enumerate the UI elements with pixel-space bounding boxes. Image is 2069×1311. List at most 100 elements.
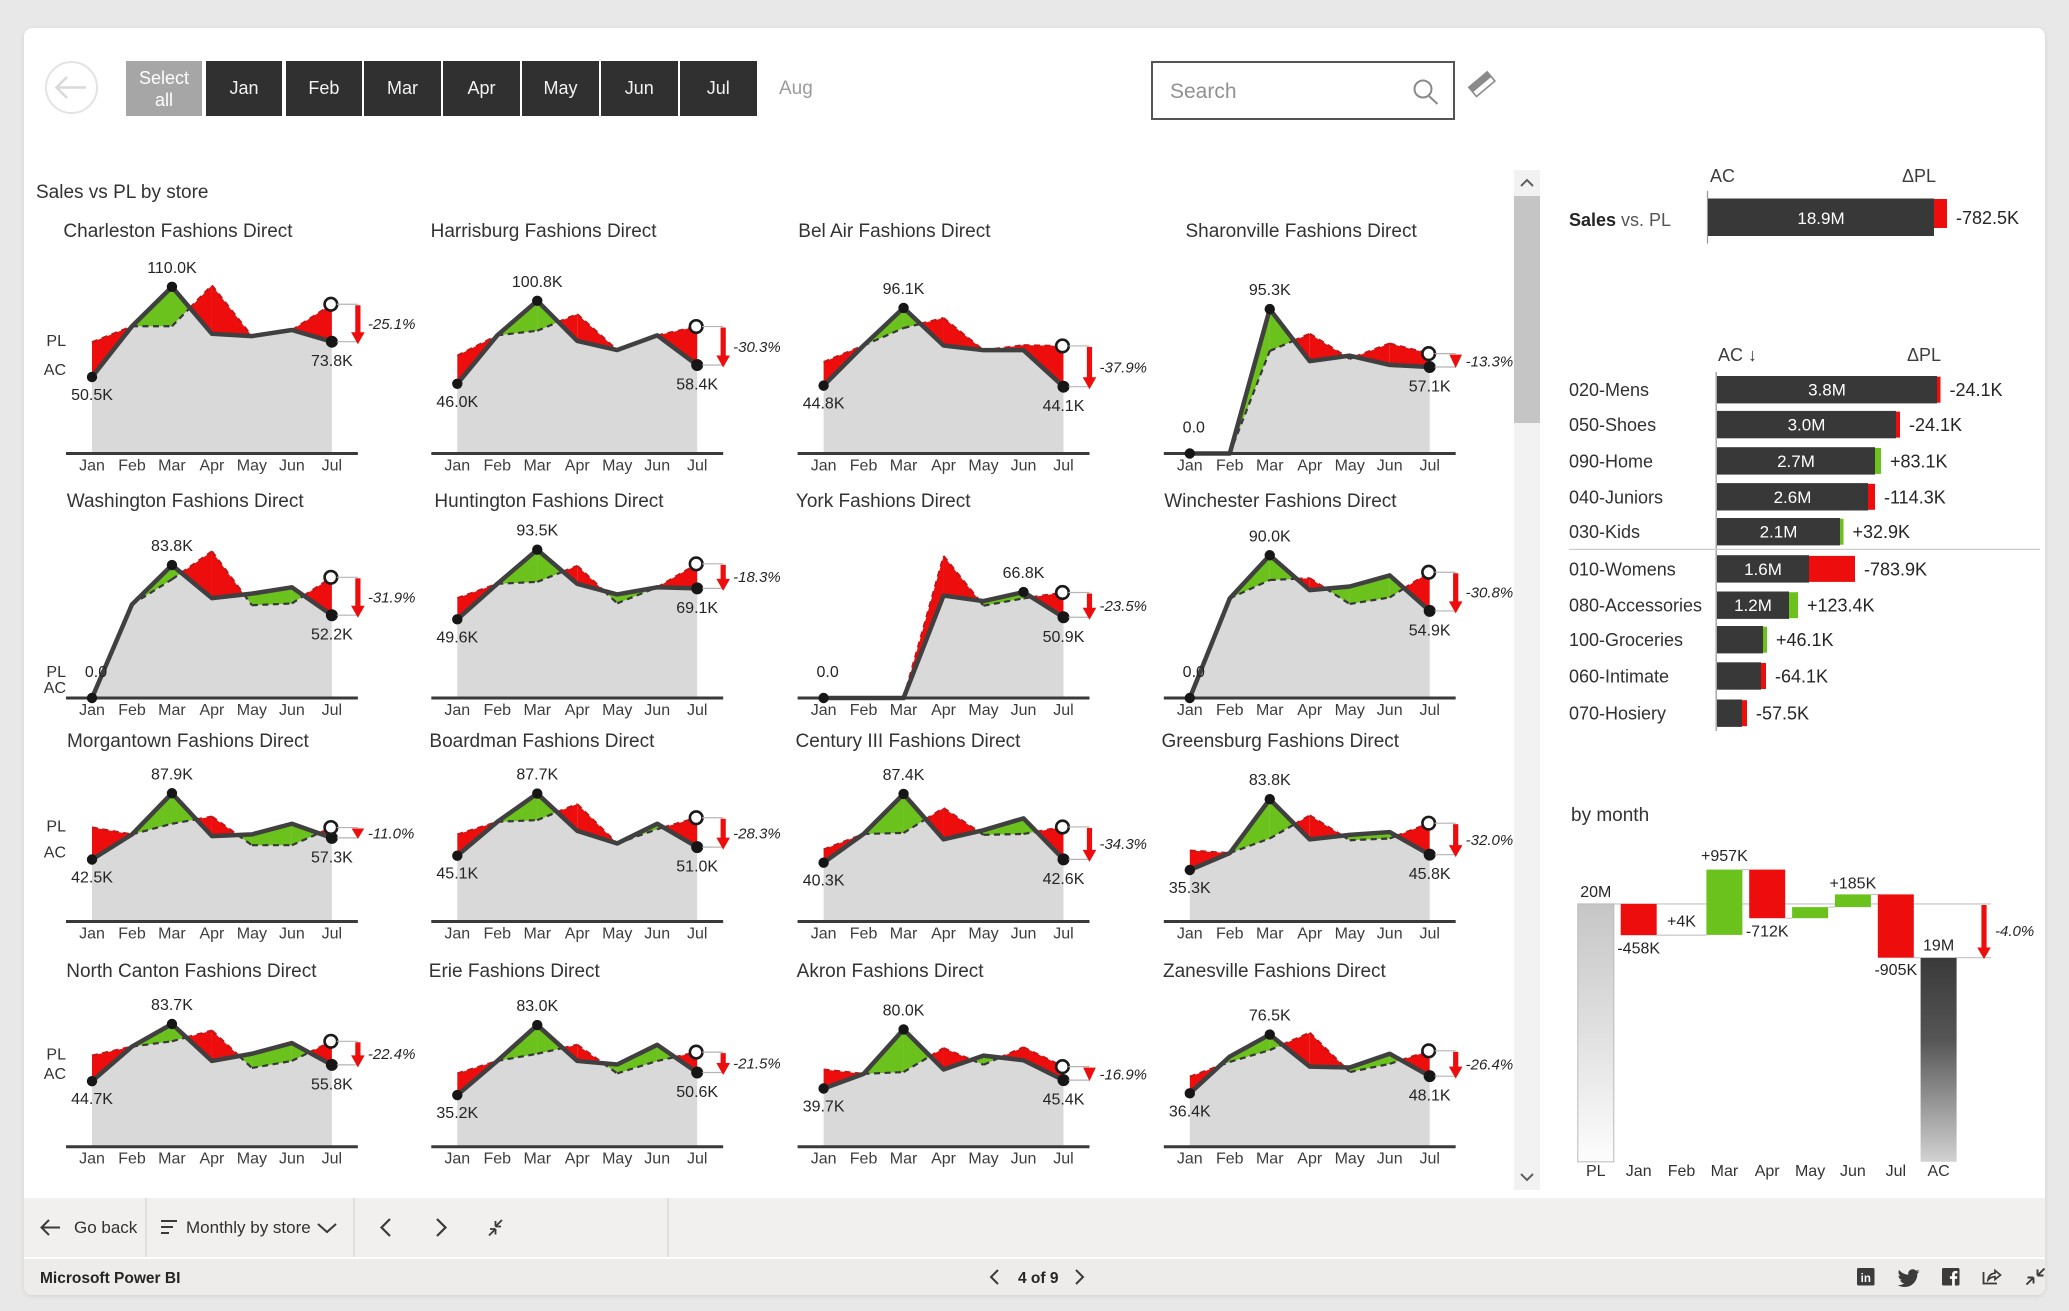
svg-text:Jun: Jun	[1377, 702, 1403, 719]
svg-text:AC: AC	[44, 362, 66, 379]
svg-text:Apr: Apr	[565, 458, 591, 475]
svg-text:93.5K: 93.5K	[516, 523, 558, 540]
svg-text:Jun: Jun	[644, 1151, 670, 1168]
svg-text:-16.9%: -16.9%	[1099, 1066, 1147, 1083]
svg-text:+123.4K: +123.4K	[1807, 596, 1875, 616]
svg-text:Jan: Jan	[811, 926, 837, 943]
svg-text:-32.0%: -32.0%	[1466, 832, 1514, 849]
svg-text:-30.3%: -30.3%	[733, 339, 781, 356]
svg-text:Jan: Jan	[1177, 702, 1203, 719]
svg-text:+957K: +957K	[1701, 848, 1748, 865]
svg-text:49.6K: 49.6K	[436, 629, 478, 646]
svg-text:AC: AC	[44, 680, 66, 697]
svg-text:070-Hosiery: 070-Hosiery	[1569, 704, 1666, 724]
svg-text:Apr: Apr	[199, 702, 225, 719]
svg-text:-712K: -712K	[1746, 924, 1789, 941]
svg-text:2.1M: 2.1M	[1760, 523, 1798, 542]
svg-text:May: May	[237, 458, 267, 475]
svg-text:Monthly by store: Monthly by store	[186, 1218, 311, 1237]
svg-text:Apr: Apr	[1297, 458, 1323, 475]
svg-text:Jun: Jun	[1377, 458, 1403, 475]
svg-text:090-Home: 090-Home	[1569, 451, 1653, 471]
svg-text:-11.0%: -11.0%	[368, 826, 414, 843]
svg-text:Mar: Mar	[158, 926, 186, 943]
svg-text:Mar: Mar	[1256, 926, 1284, 943]
svg-text:0.0: 0.0	[1183, 664, 1205, 681]
svg-text:2.7M: 2.7M	[1777, 452, 1815, 471]
svg-text:83.0K: 83.0K	[516, 998, 558, 1015]
svg-text:-31.9%: -31.9%	[368, 589, 416, 606]
svg-text:-18.3%: -18.3%	[733, 569, 781, 586]
svg-text:Feb: Feb	[118, 458, 146, 475]
svg-text:AC: AC	[44, 844, 66, 861]
svg-text:PL: PL	[46, 1047, 66, 1064]
svg-text:Feb: Feb	[483, 702, 511, 719]
svg-text:44.1K: 44.1K	[1043, 398, 1085, 415]
svg-text:+83.1K: +83.1K	[1890, 451, 1948, 471]
svg-text:66.8K: 66.8K	[1003, 565, 1045, 582]
svg-text:69.1K: 69.1K	[676, 600, 718, 617]
svg-text:-25.1%: -25.1%	[368, 316, 416, 333]
svg-text:Feb: Feb	[118, 1151, 146, 1168]
svg-text:Feb: Feb	[1216, 458, 1244, 475]
svg-text:Jan: Jan	[1177, 1151, 1203, 1168]
svg-text:Apr: Apr	[1297, 926, 1323, 943]
svg-text:Jan: Jan	[811, 702, 837, 719]
svg-text:Jun: Jun	[1377, 926, 1403, 943]
svg-text:Jun: Jun	[279, 702, 305, 719]
svg-text:Boardman Fashions Direct: Boardman Fashions Direct	[429, 731, 655, 752]
svg-text:Feb: Feb	[850, 926, 878, 943]
svg-text:87.7K: 87.7K	[516, 767, 558, 784]
svg-text:Apr: Apr	[565, 926, 591, 943]
svg-text:-22.4%: -22.4%	[368, 1046, 416, 1063]
svg-text:Jul: Jul	[1419, 926, 1439, 943]
svg-text:42.5K: 42.5K	[71, 869, 113, 886]
svg-text:Mar: Mar	[890, 702, 918, 719]
svg-text:-26.4%: -26.4%	[1466, 1057, 1514, 1074]
svg-text:87.9K: 87.9K	[151, 766, 193, 783]
svg-text:040-Juniors: 040-Juniors	[1569, 487, 1663, 507]
svg-text:May: May	[1335, 1151, 1365, 1168]
svg-text:35.3K: 35.3K	[1169, 880, 1211, 897]
svg-text:Jan: Jan	[1626, 1163, 1652, 1180]
svg-text:Akron Fashions Direct: Akron Fashions Direct	[797, 961, 985, 982]
svg-text:PL: PL	[46, 818, 66, 835]
svg-text:36.4K: 36.4K	[1169, 1103, 1211, 1120]
svg-text:AC: AC	[1927, 1163, 1949, 1180]
svg-text:060-Intimate: 060-Intimate	[1569, 667, 1669, 687]
svg-text:Jul: Jul	[322, 458, 342, 475]
svg-text:Zanesville Fashions Direct: Zanesville Fashions Direct	[1163, 961, 1387, 982]
svg-text:Jun: Jun	[1011, 1151, 1037, 1168]
svg-text:Apr: Apr	[931, 702, 957, 719]
svg-text:83.7K: 83.7K	[151, 997, 193, 1014]
svg-text:19M: 19M	[1923, 938, 1954, 955]
svg-text:020-Mens: 020-Mens	[1569, 380, 1649, 400]
svg-text:May: May	[602, 1151, 632, 1168]
svg-text:1.2M: 1.2M	[1734, 596, 1772, 615]
svg-text:Jun: Jun	[644, 702, 670, 719]
svg-text:May: May	[602, 926, 632, 943]
svg-text:010-Womens: 010-Womens	[1569, 559, 1676, 579]
svg-text:Mar: Mar	[1256, 702, 1284, 719]
svg-text:Jul: Jul	[322, 702, 342, 719]
svg-text:Jun: Jun	[644, 926, 670, 943]
svg-text:Mar: Mar	[1256, 458, 1284, 475]
svg-text:+185K: +185K	[1830, 876, 1877, 893]
svg-text:Apr: Apr	[1755, 1163, 1781, 1180]
svg-text:83.8K: 83.8K	[1249, 772, 1291, 789]
svg-text:Jul: Jul	[687, 458, 707, 475]
svg-text:Jun: Jun	[1011, 458, 1037, 475]
svg-text:Sharonville Fashions Direct: Sharonville Fashions Direct	[1185, 221, 1417, 242]
svg-text:-37.9%: -37.9%	[1099, 359, 1147, 376]
svg-text:by month: by month	[1571, 805, 1649, 826]
svg-text:Jul: Jul	[322, 926, 342, 943]
svg-text:-34.3%: -34.3%	[1099, 836, 1147, 853]
svg-text:42.6K: 42.6K	[1043, 871, 1085, 888]
svg-text:76.5K: 76.5K	[1249, 1008, 1291, 1025]
svg-text:Jul: Jul	[687, 702, 707, 719]
svg-text:Feb: Feb	[1216, 1151, 1244, 1168]
svg-text:Mar: Mar	[523, 926, 551, 943]
svg-text:Sales vs PL by store: Sales vs PL by store	[36, 182, 208, 203]
svg-text:Washington Fashions Direct: Washington Fashions Direct	[67, 491, 305, 512]
svg-text:Morgantown Fashions Direct: Morgantown Fashions Direct	[67, 731, 310, 752]
